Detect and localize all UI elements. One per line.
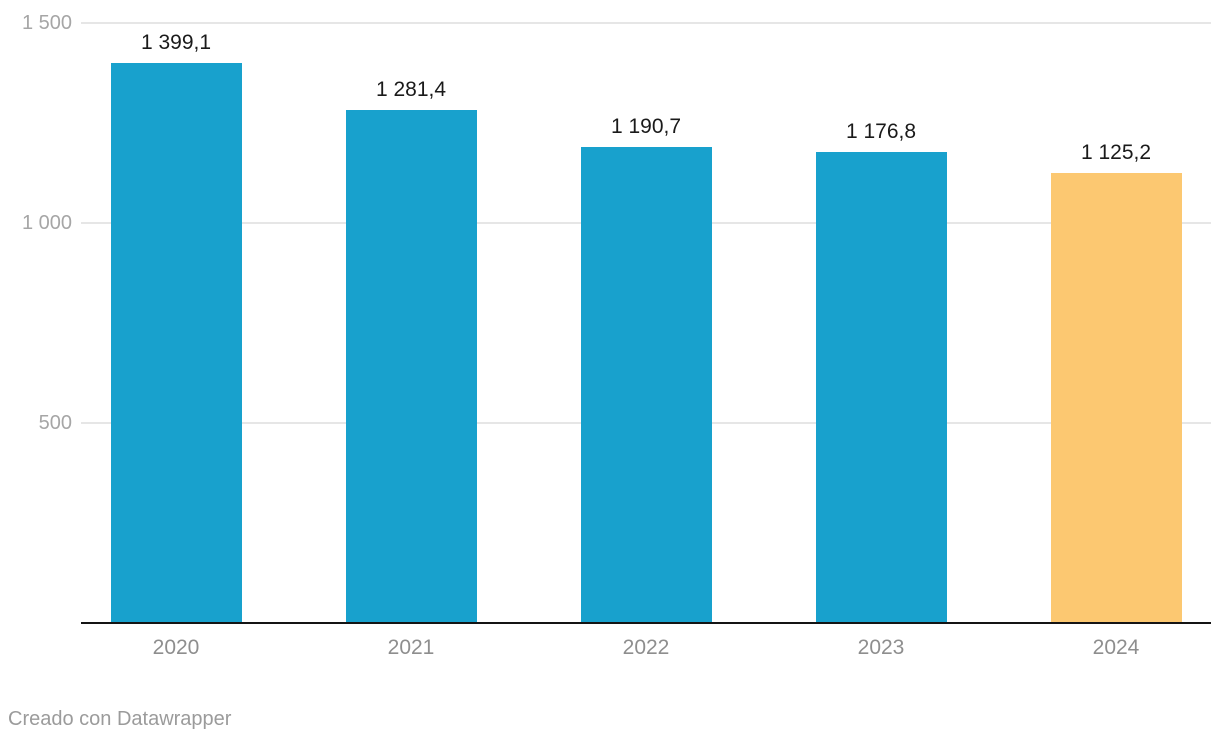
bar-2023[interactable] — [816, 152, 947, 623]
bar-2024[interactable] — [1051, 173, 1182, 623]
x-axis-label: 2021 — [387, 636, 435, 659]
bar-2022[interactable] — [581, 147, 712, 623]
attribution-link[interactable]: Creado con Datawrapper — [8, 708, 232, 730]
x-axis-baseline — [81, 622, 1211, 624]
bar-value-label: 1 399,1 — [140, 31, 212, 54]
y-axis-tick-label: 1 500 — [21, 12, 72, 34]
bar-value-label: 1 190,7 — [610, 115, 682, 138]
x-axis-label: 2024 — [1092, 636, 1140, 659]
x-axis-label: 2023 — [857, 636, 905, 659]
bar-value-label: 1 281,4 — [375, 78, 447, 101]
bar-2020[interactable] — [111, 63, 242, 623]
y-axis-tick-label: 1 000 — [21, 212, 72, 234]
x-axis-label: 2022 — [622, 636, 670, 659]
y-gridline — [81, 22, 1211, 24]
y-axis-tick-label: 500 — [38, 412, 72, 434]
bar-2021[interactable] — [346, 110, 477, 623]
bar-value-label: 1 125,2 — [1080, 141, 1152, 164]
x-axis-label: 2020 — [152, 636, 200, 659]
bar-value-label: 1 176,8 — [845, 120, 917, 143]
